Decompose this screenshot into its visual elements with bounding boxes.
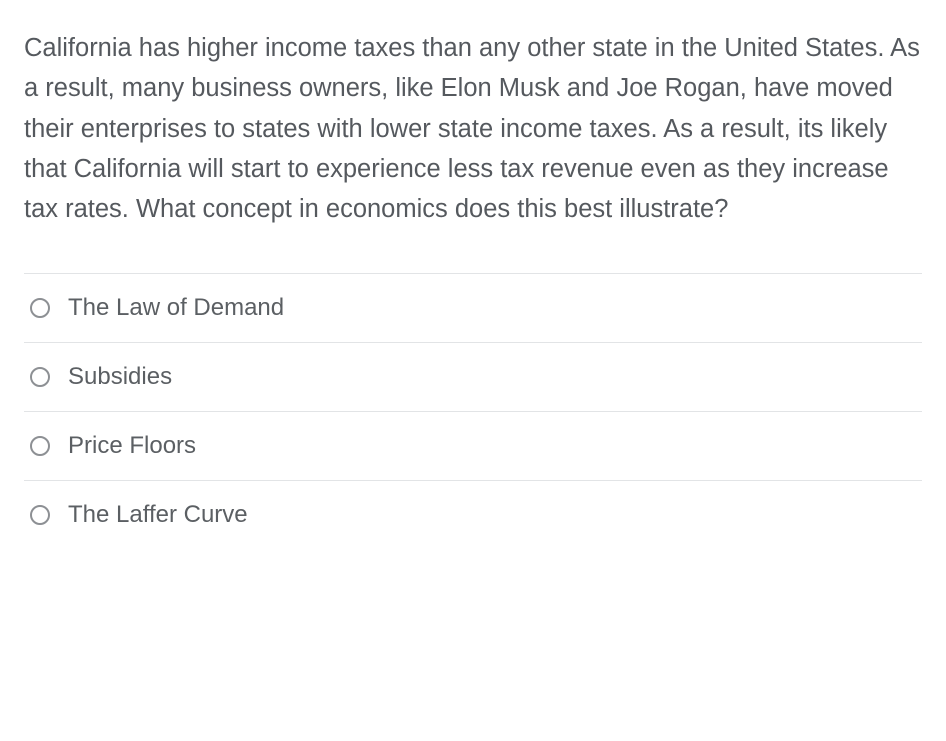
option-label: The Law of Demand (68, 294, 284, 322)
radio-icon[interactable] (30, 367, 50, 387)
radio-icon[interactable] (30, 436, 50, 456)
radio-icon[interactable] (30, 505, 50, 525)
option-label: Subsidies (68, 363, 172, 391)
option-label: The Laffer Curve (68, 501, 248, 529)
option-row[interactable]: Subsidies (24, 343, 922, 412)
question-text: California has higher income taxes than … (24, 28, 922, 229)
option-row[interactable]: The Laffer Curve (24, 481, 922, 549)
options-list: The Law of Demand Subsidies Price Floors… (24, 273, 922, 549)
radio-icon[interactable] (30, 298, 50, 318)
option-row[interactable]: Price Floors (24, 412, 922, 481)
option-label: Price Floors (68, 432, 196, 460)
option-row[interactable]: The Law of Demand (24, 274, 922, 343)
